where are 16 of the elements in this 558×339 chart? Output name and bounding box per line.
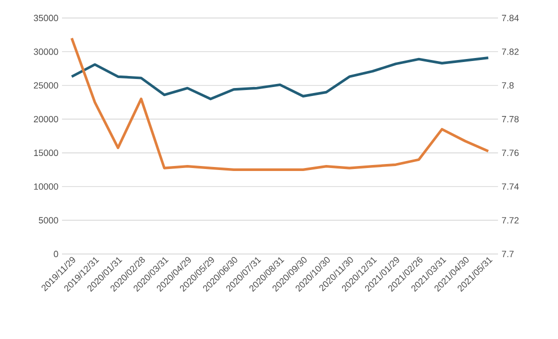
y2-tick-label: 7.7 <box>502 250 514 258</box>
y2-tick-label: 7.82 <box>502 48 519 55</box>
y2-tick-label: 7.74 <box>502 183 519 190</box>
y2-tick-label: 7.8 <box>502 82 514 89</box>
y-tick-label: 35000 <box>34 14 58 22</box>
y-tick-label: 0 <box>54 250 58 258</box>
y-tick-label: 10000 <box>34 183 58 190</box>
y2-tick-label: 7.72 <box>502 217 519 224</box>
y-tick-label: 15000 <box>34 150 58 156</box>
y-tick-label: 30000 <box>34 48 58 55</box>
y-tick-label: 25000 <box>34 82 58 89</box>
y2-tick-label: 7.76 <box>502 150 519 156</box>
y2-tick-label: 7.84 <box>502 14 519 22</box>
y-tick-label: 20000 <box>34 116 58 122</box>
y-tick-label: 5000 <box>38 217 58 224</box>
y2-tick-label: 7.78 <box>502 116 519 122</box>
